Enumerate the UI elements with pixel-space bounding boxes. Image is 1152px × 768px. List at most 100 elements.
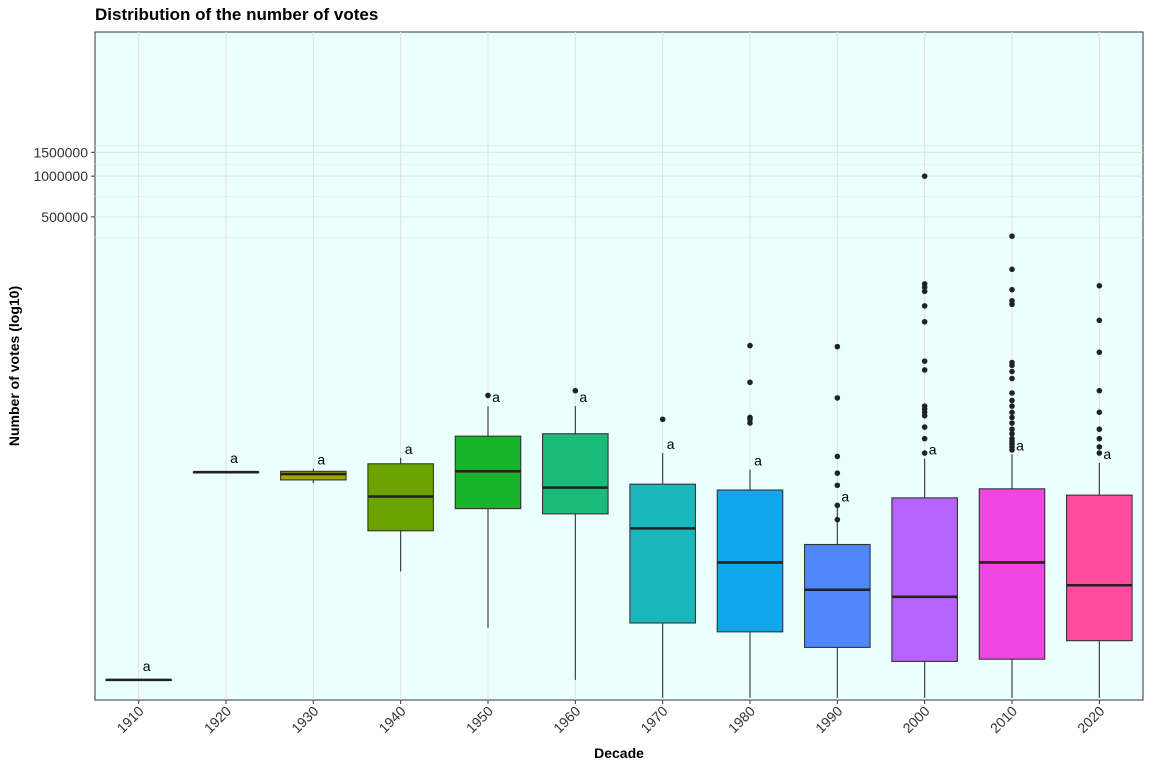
box-iqr [629, 483, 696, 624]
outlier-point [1009, 368, 1015, 375]
box-2020: a [1066, 282, 1133, 698]
y-axis-title: Number of votes (log10) [6, 286, 22, 446]
x-tick-label: 1980 [725, 703, 758, 736]
outlier-point [834, 470, 841, 476]
outlier-point [1009, 297, 1015, 304]
outlier-point [921, 450, 928, 456]
outlier-point [834, 453, 841, 460]
outlier-point [747, 379, 753, 386]
outlier-point [834, 343, 841, 350]
group-label: a [841, 488, 849, 504]
x-tick-label: 1940 [375, 703, 408, 736]
group-label: a [667, 436, 675, 452]
x-tick-label: 1950 [463, 703, 496, 736]
outlier-point [1009, 233, 1015, 240]
x-tick-label: 2010 [987, 703, 1020, 736]
outlier-point [1096, 387, 1103, 394]
plot-panel [94, 31, 1144, 701]
outlier-point [1009, 414, 1015, 421]
outlier-point [1009, 430, 1015, 437]
outlier-point [921, 403, 928, 409]
box-series: a a a a a a a a a a a a [105, 173, 1133, 698]
box-iqr [542, 433, 609, 515]
group-label: a [579, 389, 587, 405]
box-iqr [804, 543, 871, 648]
box-1990: a [804, 343, 871, 698]
outlier-point [834, 502, 841, 509]
group-label: a [1103, 446, 1111, 462]
box-1960: a [542, 387, 609, 680]
outlier-point [921, 358, 928, 364]
outlier-point [747, 342, 753, 349]
outlier-point [921, 173, 928, 179]
box-iqr [280, 470, 347, 481]
outlier-point [1009, 403, 1015, 409]
box-1920: a [192, 450, 260, 474]
box-1940: a [367, 441, 434, 572]
outlier-point [921, 435, 928, 442]
outlier-point [1096, 282, 1103, 289]
outlier-point [485, 392, 491, 399]
outlier-point [1009, 286, 1015, 293]
outlier-point [1009, 435, 1015, 442]
box-1950: a [454, 389, 522, 628]
outlier-point [1009, 397, 1015, 404]
outlier-point [1009, 359, 1015, 366]
outlier-point [834, 516, 841, 523]
x-tick-label: 1960 [550, 703, 583, 736]
y-tick-label: 1000000 [33, 168, 88, 184]
group-label: a [929, 442, 937, 458]
outlier-point [659, 416, 666, 423]
outlier-point [1009, 426, 1015, 433]
outlier-point [572, 387, 579, 394]
box-iqr [891, 497, 958, 662]
outlier-point [921, 281, 928, 287]
x-tick-label: 1910 [113, 703, 146, 736]
x-tick-label: 1930 [288, 703, 321, 736]
outlier-point [921, 288, 928, 295]
outlier-point [921, 318, 928, 325]
y-tick-label: 1500000 [33, 144, 88, 160]
outlier-point [1096, 435, 1103, 442]
outlier-point [834, 395, 841, 401]
outlier-point [1096, 450, 1103, 456]
outlier-point [1009, 409, 1015, 416]
group-label: a [492, 389, 500, 405]
chart-title: Distribution of the number of votes [95, 5, 379, 24]
outlier-point [1096, 409, 1103, 416]
group-label: a [1016, 437, 1024, 453]
outlier-point [1096, 426, 1103, 433]
outlier-point [747, 414, 753, 421]
x-tick-label: 2000 [899, 703, 932, 736]
group-label: a [754, 453, 762, 469]
outlier-point [1009, 375, 1015, 382]
x-tick-label: 1990 [812, 703, 845, 736]
x-tick-label: 1920 [201, 703, 234, 736]
outlier-point [1009, 390, 1015, 396]
outlier-point [921, 367, 928, 373]
x-tick-label: 2020 [1074, 703, 1107, 736]
outlier-point [921, 424, 928, 430]
group-label: a [143, 658, 151, 674]
box-1980: a [716, 342, 784, 698]
box-1910: a [105, 658, 172, 682]
box-iqr [1066, 494, 1133, 642]
box-2000: a [891, 173, 958, 698]
box-iqr [716, 489, 784, 633]
y-tick-label: 500000 [41, 209, 88, 225]
outlier-point [1096, 317, 1103, 324]
outlier-point [921, 303, 928, 309]
box-1970: a [629, 416, 696, 698]
y-axis: 1500000 1000000 500000 [33, 144, 95, 225]
box-2010: a [978, 233, 1046, 698]
box-iqr [978, 488, 1046, 660]
outlier-point [1009, 420, 1015, 426]
x-axis-title: Decade [594, 745, 644, 761]
outlier-point [1096, 349, 1103, 356]
outlier-point [1009, 266, 1015, 273]
x-tick-label: 1970 [637, 703, 670, 736]
group-label: a [405, 441, 413, 457]
group-label: a [230, 450, 238, 466]
group-label: a [317, 452, 325, 468]
